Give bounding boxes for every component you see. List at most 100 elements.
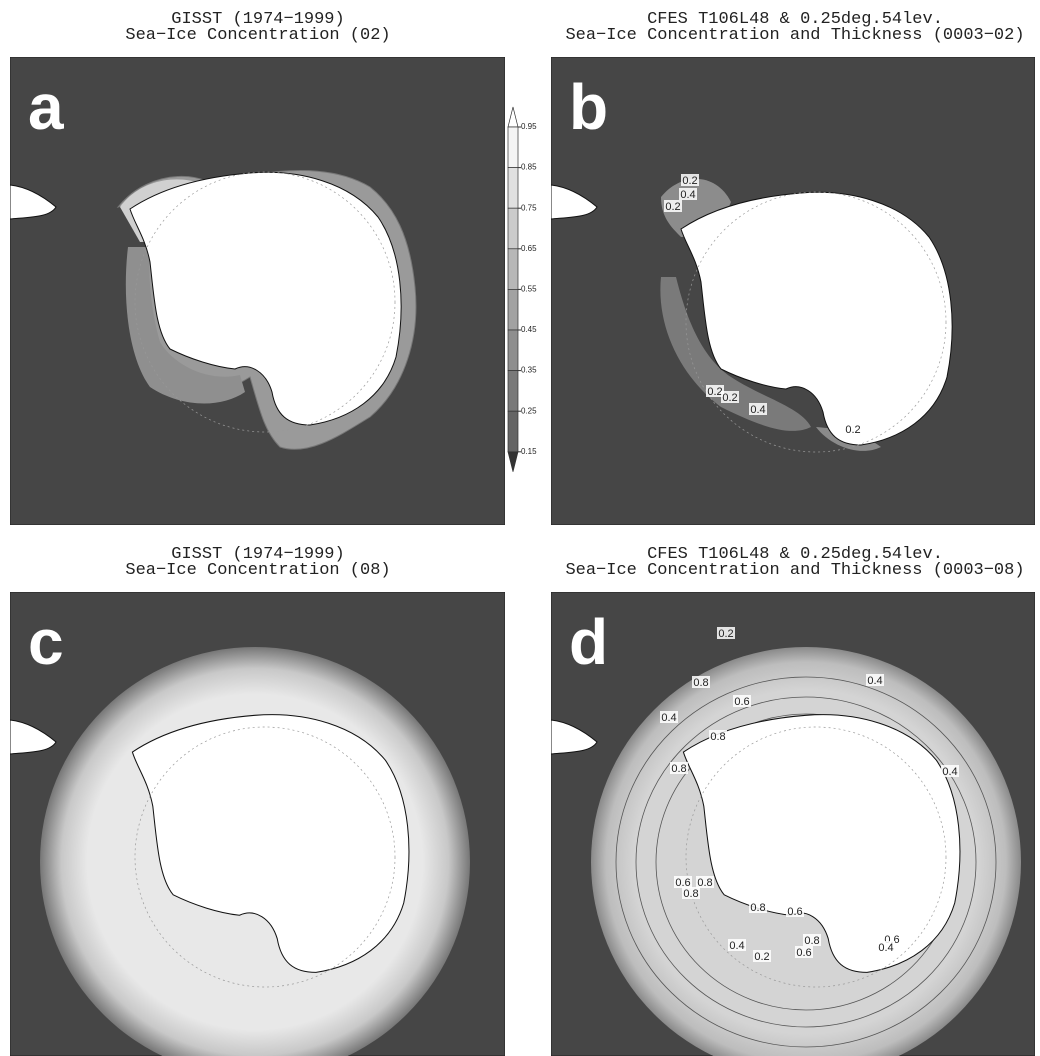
contour-label: 0.4 (942, 766, 957, 778)
contour-label: 0.6 (675, 877, 690, 889)
contour-label-bg (786, 905, 804, 917)
contour-label: 0.2 (718, 628, 733, 640)
contour-label: 0.6 (796, 947, 811, 959)
panel-title: Sea−Ice Concentration (08) (125, 561, 390, 580)
colorbar-cap (507, 451, 519, 472)
contour-label-bg (941, 765, 959, 777)
contour-label-bg (709, 730, 727, 742)
colorbar-box (507, 207, 519, 250)
contour-label-bg (679, 188, 697, 200)
colorbar-box (507, 126, 519, 168)
panel-title: Sea−Ice Concentration and Thickness (000… (565, 561, 1024, 580)
antarctica (129, 171, 402, 426)
contour-label-bg (681, 174, 699, 186)
contour (635, 696, 977, 1028)
colorbar-cap (507, 106, 519, 128)
latitude-circle (685, 191, 947, 453)
contour-label-bg (721, 391, 739, 403)
map-panel: c (10, 592, 505, 1056)
map-inner (40, 647, 470, 1056)
south-america (10, 719, 57, 755)
map-content (551, 592, 1035, 1056)
contour-label: 0.8 (693, 677, 708, 689)
south-america (551, 184, 598, 220)
contour-label: 0.4 (867, 675, 882, 687)
contour-label: 0.8 (750, 902, 765, 914)
contour-label: 0.4 (729, 940, 744, 952)
map-inner (591, 647, 1021, 1056)
contour-label-bg (670, 762, 688, 774)
colorbar-tick-label: 0.95 (521, 122, 537, 131)
latitude-circle (685, 726, 947, 988)
contour-label-bg (682, 887, 700, 899)
contour-label: 0.8 (683, 888, 698, 900)
contour-label: 0.2 (754, 951, 769, 963)
colorbar-box (507, 248, 519, 290)
south-america (551, 719, 598, 755)
contour-label: 0.4 (661, 712, 676, 724)
panel-title: Sea−Ice Concentration and Thickness (000… (565, 26, 1024, 45)
south-america (10, 184, 57, 220)
contour-label: 0.8 (710, 731, 725, 743)
colorbar-box (507, 289, 519, 331)
contour-label: 0.2 (722, 392, 737, 404)
contour-label-bg (733, 695, 751, 707)
panel-title: Sea−Ice Concentration (02) (125, 26, 390, 45)
contour-label: 0.8 (671, 763, 686, 775)
contour-label-bg (717, 627, 735, 639)
contour-label-bg (749, 403, 767, 415)
colorbar: 0.95 0.85 0.75 0.65 0.55 0.45 0.35 0.25 0.15 (507, 106, 537, 472)
contour-label-bg (803, 934, 821, 946)
contour-label-bg (795, 946, 813, 958)
antarctica (680, 191, 953, 446)
map-panel: b0.20.40.20.2 0.20.40.2 (551, 57, 1035, 525)
colorbar-tick-label: 0.35 (521, 366, 537, 375)
panel-letter: a (28, 71, 64, 143)
contour-label: 0.6 (734, 696, 749, 708)
colorbar-tick-label: 0.65 (521, 244, 537, 253)
contour-label: 0.6 (787, 906, 802, 918)
colorbar-tick-label: 0.55 (521, 285, 537, 294)
contour-label-bg (660, 711, 678, 723)
panel-letter: c (28, 606, 64, 678)
colorbar-box (507, 329, 519, 371)
map-panel: d 0.20.40.80.60.40.80.8 0.40.6 0.80.80.8 0.6… (551, 592, 1035, 1056)
contour-label: 0.2 (845, 424, 860, 436)
map-inner (116, 170, 417, 450)
map-panel: a (10, 57, 505, 525)
contour-label-bg (749, 901, 767, 913)
panel-title: GISST (1974−1999) (171, 10, 344, 29)
contour-label: 0.8 (697, 877, 712, 889)
contour-label: 0.4 (680, 189, 695, 201)
colorbar-tick-label: 0.25 (521, 406, 537, 415)
contour-label: 0.2 (682, 175, 697, 187)
contour-label-bg (706, 385, 724, 397)
colorbar-tick-label: 0.15 (521, 447, 537, 456)
contour-label: 0.4 (878, 942, 893, 954)
contour-label-bg (696, 876, 714, 888)
contour-label-bg (844, 423, 862, 435)
contour-label-bg (866, 674, 884, 686)
colorbar-box (507, 370, 519, 412)
map-content (10, 57, 505, 525)
contour-label-bg (877, 941, 895, 953)
colorbar-box (507, 410, 519, 453)
contour-label: 0.8 (804, 935, 819, 947)
map-content (10, 592, 505, 1056)
contour-label-bg (692, 676, 710, 688)
contour-label-bg (674, 876, 692, 888)
latitude-circle (134, 171, 396, 433)
contour-label-bg (728, 939, 746, 951)
contour-label: 0.2 (707, 386, 722, 398)
panel-letter: b (569, 71, 608, 143)
colorbar-tick-label: 0.45 (521, 325, 537, 334)
contour-label: 0.2 (665, 201, 680, 213)
colorbar-tick-label: 0.75 (521, 203, 537, 212)
panel-title: CFES T106L48 & 0.25deg.54lev. (647, 10, 943, 29)
contour (615, 676, 997, 1048)
panel-title: CFES T106L48 & 0.25deg.54lev. (647, 545, 943, 564)
panel-letter: d (569, 606, 608, 678)
colorbar-box (507, 167, 519, 209)
sea-ice-west (125, 247, 245, 404)
